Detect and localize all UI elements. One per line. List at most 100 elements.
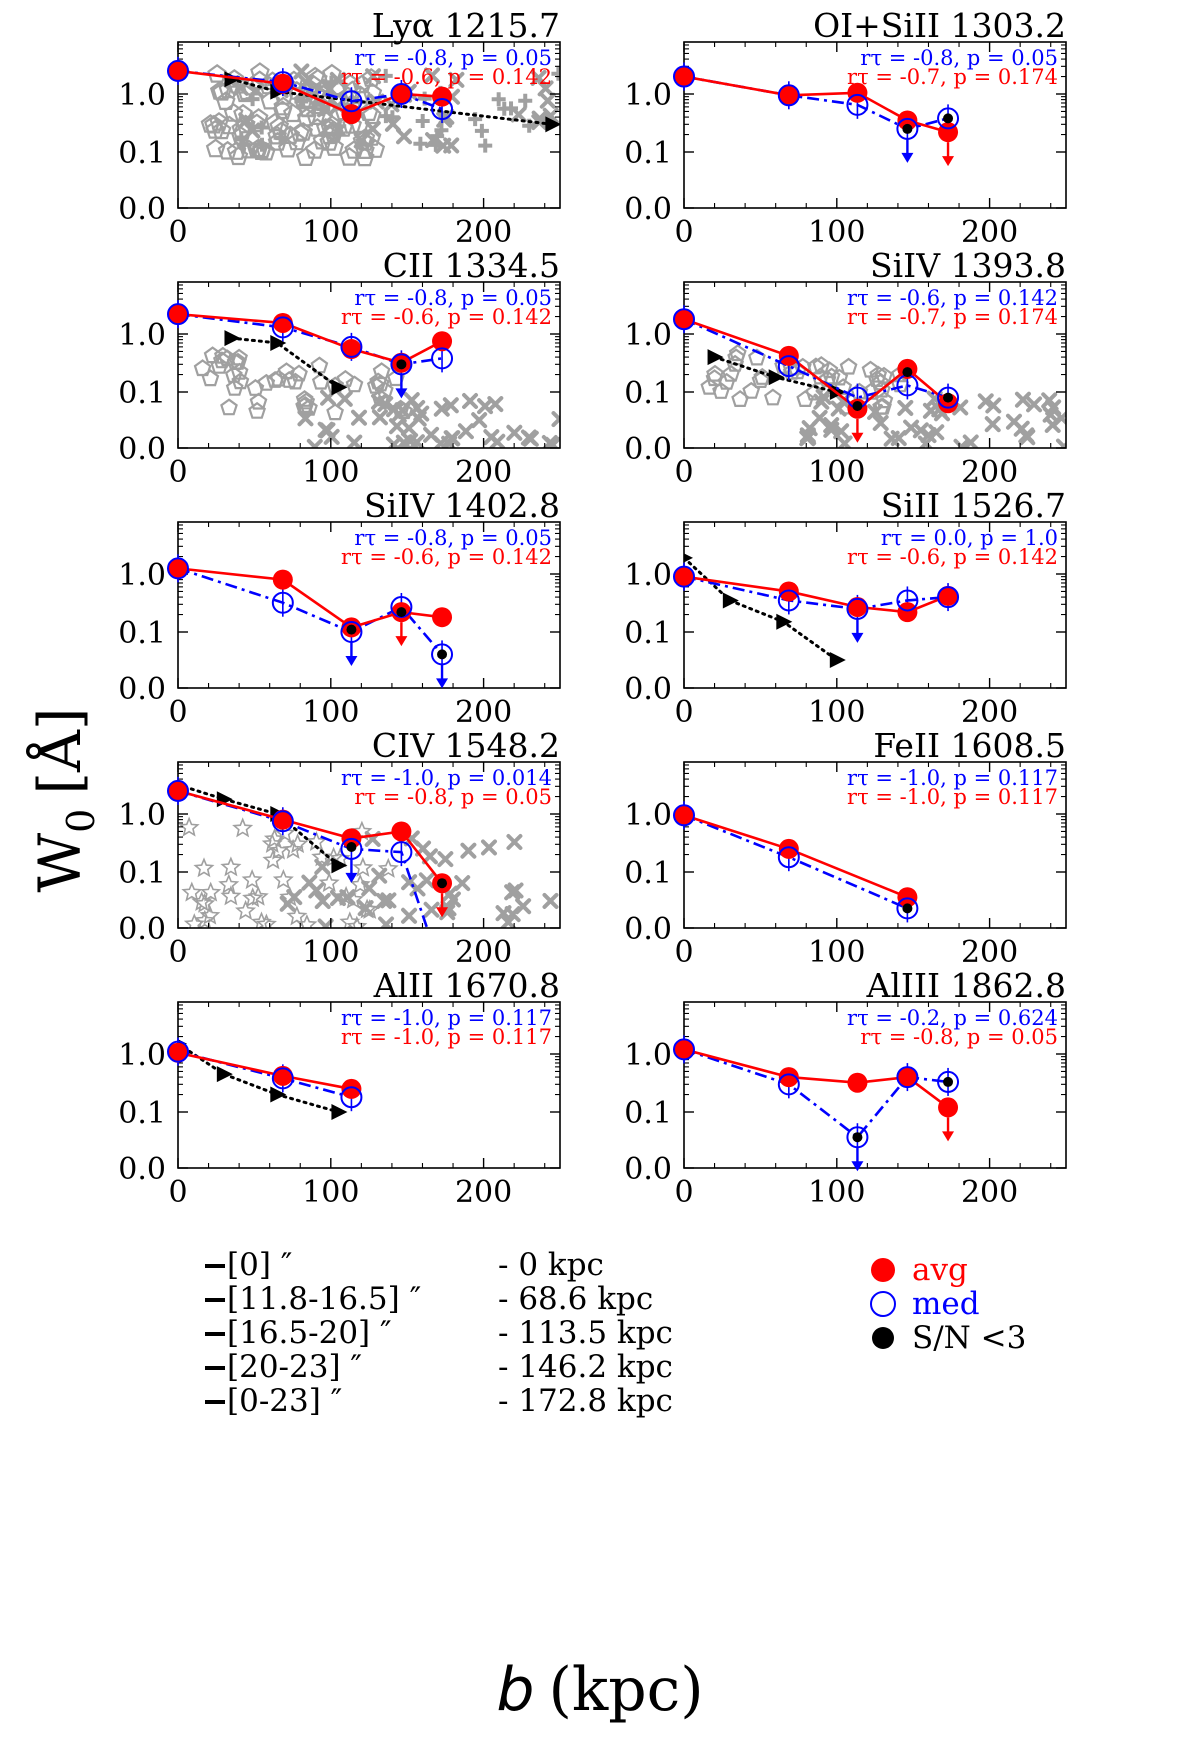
literature-star bbox=[356, 898, 378, 919]
literature-pentagon bbox=[217, 140, 238, 160]
avg-point bbox=[847, 596, 868, 617]
x-tick-label: 0 bbox=[168, 695, 187, 730]
median-line bbox=[684, 814, 908, 910]
literature-star bbox=[311, 846, 333, 867]
reference-line bbox=[229, 77, 554, 126]
med-point bbox=[431, 347, 454, 370]
avg-point bbox=[674, 309, 694, 330]
literature-cross bbox=[336, 390, 353, 407]
med-point bbox=[271, 591, 294, 614]
literature-plus bbox=[324, 75, 339, 90]
avg-point bbox=[778, 838, 799, 859]
literature-plus bbox=[254, 137, 269, 152]
panel-1: 0.0 0.1 1.0 0 100 200 OI+SiII 1303.2rτ = -0.8,… bbox=[624, 6, 1067, 250]
literature-pentagon bbox=[211, 120, 232, 140]
x-tick-label: 100 bbox=[808, 695, 865, 730]
literature-star bbox=[235, 899, 257, 920]
literature-cross bbox=[500, 914, 517, 928]
avg-point bbox=[272, 312, 293, 333]
reference-triangle bbox=[829, 384, 846, 400]
med-point bbox=[896, 897, 919, 920]
y-tick-label: 1.0 bbox=[118, 1038, 166, 1073]
avg-point bbox=[341, 339, 362, 360]
panel-frame bbox=[683, 521, 1067, 689]
literature-cross bbox=[410, 410, 427, 427]
y-tick-label: 1.0 bbox=[118, 78, 166, 113]
literature-pentagon bbox=[210, 356, 229, 374]
literature-cross bbox=[361, 880, 378, 897]
literature-star bbox=[255, 913, 277, 928]
literature-star bbox=[268, 839, 290, 860]
avg-upper-limit-arrow-head bbox=[942, 1131, 955, 1142]
literature-cross bbox=[462, 392, 479, 409]
literature-cross bbox=[520, 429, 537, 446]
stat-avg-label: rτ = -0.6, p = 0.142 bbox=[341, 545, 552, 569]
stat-avg-label: rτ = -0.8, p = 0.05 bbox=[860, 1025, 1058, 1049]
avg-point bbox=[432, 607, 453, 628]
literature-cross bbox=[506, 424, 523, 441]
panel-6: 0.0 0.1 1.0 0 100 200 CIV 1548.2rτ = -1.0, p =… bbox=[118, 726, 561, 970]
literature-cross bbox=[922, 402, 939, 419]
med-point bbox=[896, 117, 919, 140]
literature-star bbox=[232, 817, 254, 838]
avg-point bbox=[168, 558, 188, 579]
literature-cross bbox=[244, 122, 261, 139]
stat-med-label: rτ = -1.0, p = 0.014 bbox=[341, 766, 552, 790]
literature-cross bbox=[297, 410, 314, 427]
panel-5: 0.0 0.1 1.0 0 100 200 SiII 1526.7rτ = 0.0, p =… bbox=[624, 486, 1067, 730]
avg-point bbox=[272, 809, 293, 830]
literature-plus bbox=[413, 136, 428, 151]
med-point bbox=[390, 83, 413, 105]
y-tick-label: 0.0 bbox=[624, 672, 672, 707]
snlow-point bbox=[396, 607, 407, 618]
snlow-point bbox=[437, 878, 448, 889]
y-axis-label-unit: [Å] bbox=[26, 708, 94, 795]
reference-triangle bbox=[331, 379, 348, 396]
literature-cross bbox=[1019, 429, 1036, 446]
med-upper-limit-arrow-head bbox=[851, 632, 864, 643]
stat-avg-label: rτ = -0.6, p = 0.142 bbox=[847, 545, 1058, 569]
literature-pentagon bbox=[257, 373, 276, 391]
legend-bin-range: [11.8-16.5] ″ bbox=[227, 1281, 421, 1317]
x-tick-label: 100 bbox=[302, 215, 359, 250]
med-point bbox=[271, 316, 294, 339]
y-tick-label: 0.0 bbox=[624, 912, 672, 947]
literature-star bbox=[282, 838, 304, 859]
literature-pentagon bbox=[839, 357, 858, 375]
y-tick-label: 1.0 bbox=[624, 1038, 672, 1073]
legend-avg-marker bbox=[871, 1258, 895, 1282]
med-point bbox=[167, 303, 189, 326]
med-point bbox=[846, 1126, 869, 1149]
x-tick-label: 0 bbox=[674, 455, 693, 490]
x-axis-label-unit: (kpc) bbox=[548, 1655, 703, 1725]
y-tick-label: 0.1 bbox=[624, 1096, 672, 1131]
x-tick-label: 100 bbox=[302, 455, 359, 490]
literature-plus bbox=[332, 119, 347, 134]
literature-pentagon bbox=[295, 147, 316, 166]
literature-pentagon bbox=[215, 91, 236, 111]
y-tick-label: 0.1 bbox=[624, 136, 672, 171]
avg-point bbox=[391, 821, 412, 842]
literature-cross bbox=[953, 438, 970, 448]
literature-cross bbox=[833, 423, 850, 440]
legend: [0] ″ - 0 kpc [11.8-16.5] ″ - 68.6 kpc [16.5… bbox=[205, 1247, 1026, 1419]
literature-cross bbox=[437, 851, 454, 868]
y-axis-label-sub: 0 bbox=[59, 809, 103, 833]
avg-point bbox=[897, 602, 918, 623]
x-tick-label: 0 bbox=[168, 455, 187, 490]
x-tick-label: 0 bbox=[674, 935, 693, 970]
panel-3: 0.0 0.1 1.0 0 100 200 SiIV 1393.8rτ = -0.6, p … bbox=[624, 246, 1067, 490]
literature-cross bbox=[353, 132, 370, 149]
literature-pentagon bbox=[293, 121, 313, 141]
avg-point bbox=[897, 887, 918, 908]
median-line bbox=[684, 318, 949, 399]
stat-avg-label: rτ = -0.6, p = 0.142 bbox=[341, 305, 552, 329]
med-point bbox=[340, 1086, 363, 1109]
y-tick-label: 0.1 bbox=[118, 1096, 166, 1131]
panel-frame bbox=[683, 1001, 1067, 1169]
literature-pentagon bbox=[204, 114, 224, 134]
literature-plus bbox=[491, 92, 506, 107]
y-tick-label: 1.0 bbox=[624, 78, 672, 113]
literature-pentagon bbox=[811, 367, 830, 385]
